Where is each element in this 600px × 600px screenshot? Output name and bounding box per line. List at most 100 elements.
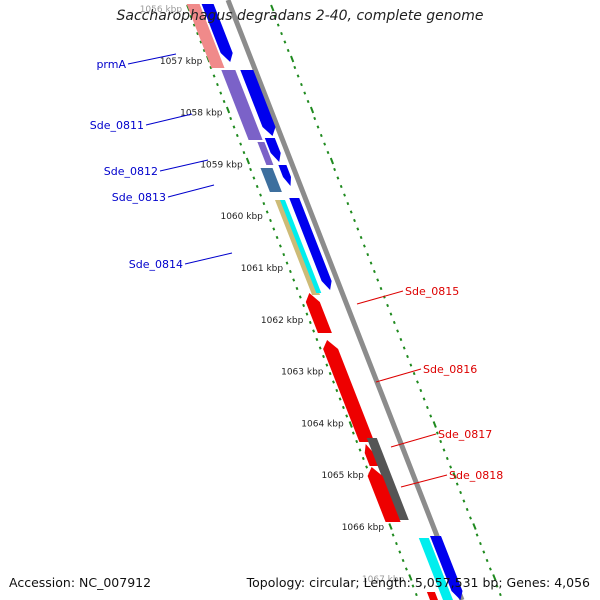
- scale-tick-left: [318, 346, 322, 350]
- scale-tick-left: [325, 363, 329, 367]
- sde-0815-label[interactable]: Sde_0815: [405, 285, 459, 298]
- scale-tick-left: [395, 541, 398, 546]
- sde-0813-feature[interactable]: [260, 168, 282, 192]
- scale-tick-right: [386, 303, 390, 308]
- sde-0814-label[interactable]: Sde_0814: [129, 258, 183, 271]
- scale-tick-right: [495, 584, 499, 588]
- prmA-feature[interactable]: [186, 4, 225, 68]
- scale-tick-right: [369, 261, 373, 265]
- scale-tick-left: [209, 65, 213, 70]
- scale-tick-right: [459, 490, 463, 495]
- sde-0818-label[interactable]: Sde_0818: [449, 469, 503, 482]
- scale-label: 1067 kbp: [362, 575, 405, 585]
- scale-tick-right: [416, 380, 419, 384]
- scale-tick-left: [351, 431, 355, 435]
- scale-tick-right: [319, 133, 323, 138]
- scale-tick-right: [343, 193, 346, 197]
- sde-0816-cds-arrow[interactable]: [323, 340, 375, 442]
- sde-0817-pseudo-feature[interactable]: [366, 438, 409, 520]
- scale-tick-left: [249, 167, 253, 172]
- sde-0812-cds-arrow[interactable]: [264, 138, 281, 162]
- next-reverse-feature[interactable]: [426, 592, 438, 600]
- scale-tick-right: [482, 550, 486, 554]
- scale-tick-right: [336, 176, 340, 180]
- sde-0813-cds-arrow[interactable]: [278, 165, 291, 186]
- scale-tick-right: [303, 91, 307, 95]
- map-title: Saccharophagus degradans 2-40, complete …: [116, 8, 484, 24]
- sde-0813-leader-line: [167, 184, 215, 198]
- sde-0813-label[interactable]: Sde_0813: [112, 191, 166, 204]
- scale-tick-right: [465, 507, 469, 512]
- scale-tick-right: [475, 533, 479, 537]
- sde-0812-leader-line: [159, 159, 209, 172]
- next-gene-feature[interactable]: [418, 538, 453, 600]
- scale-tick-right: [379, 286, 383, 291]
- sde-0812-feature[interactable]: [257, 142, 274, 165]
- scale-tick-left: [232, 125, 236, 129]
- scale-tick-left: [391, 533, 395, 537]
- prma-label[interactable]: prmA: [96, 58, 126, 71]
- scale-tick-right: [270, 4, 275, 12]
- scale-tick-right: [396, 329, 400, 333]
- scale-tick-right: [329, 157, 335, 165]
- scale-tick-left: [308, 320, 312, 325]
- scale-tick-right: [492, 574, 497, 581]
- next-gene-cds-arrow[interactable]: [430, 536, 463, 600]
- scale-tick-right: [472, 523, 477, 530]
- scale-tick-left: [361, 456, 365, 461]
- sde-0818-cds-arrow[interactable]: [367, 467, 401, 522]
- scale-tick-right: [376, 278, 380, 282]
- scale-tick-right: [290, 55, 295, 63]
- scale-tick-right: [339, 184, 343, 189]
- scale-tick-left: [335, 388, 339, 393]
- sde-0814-feature-cyan[interactable]: [280, 200, 322, 293]
- scale-tick-right: [449, 465, 453, 469]
- scale-tick-right: [306, 99, 310, 104]
- scale-tick-left: [414, 592, 418, 597]
- scale-tick-left: [192, 23, 196, 27]
- sde-0811-cds-arrow[interactable]: [240, 70, 276, 136]
- scale-tick-left: [275, 235, 279, 240]
- scale-tick-right: [326, 150, 330, 155]
- scale-tick-right: [498, 592, 502, 597]
- scale-label: 1064 kbp: [301, 419, 344, 429]
- scale-tick-right: [366, 252, 370, 257]
- scale-tick-left: [302, 303, 306, 308]
- scale-tick-left: [312, 329, 316, 333]
- scale-label: 1062 kbp: [261, 316, 304, 326]
- scale-tick-right: [479, 541, 482, 546]
- scale-tick-left: [229, 116, 233, 121]
- genome-backbone: [225, 0, 465, 600]
- scale-tick-left: [189, 14, 193, 19]
- scale-tick-left: [285, 261, 289, 265]
- sde-0811-feature[interactable]: [221, 70, 263, 140]
- scale-tick-right: [276, 23, 280, 27]
- sde-0811-leader-line: [145, 113, 193, 126]
- scale-tick-left: [295, 286, 299, 291]
- scale-tick-right: [406, 354, 409, 359]
- prmA-cds-arrow[interactable]: [201, 4, 233, 62]
- sde-0816-label[interactable]: Sde_0816: [423, 363, 477, 376]
- scale-tick-right: [452, 472, 457, 479]
- scale-tick-right: [485, 558, 489, 563]
- sde-0814-leader-line: [184, 252, 233, 265]
- sde-0815-cds-arrow[interactable]: [305, 293, 332, 333]
- scale-tick-left: [222, 99, 226, 104]
- scale-tick-right: [300, 82, 303, 87]
- sde-0814-cds-arrow[interactable]: [289, 198, 332, 290]
- sde-0811-label[interactable]: Sde_0811: [90, 119, 144, 132]
- scale-tick-left: [322, 354, 325, 359]
- scale-tick-right: [442, 448, 446, 452]
- scale-tick-right: [469, 516, 472, 520]
- scale-tick-left: [242, 150, 246, 155]
- sde-0817-cds-arrow[interactable]: [364, 444, 379, 466]
- scale-tick-right: [389, 312, 393, 316]
- scale-label: 1057 kbp: [160, 57, 203, 67]
- sde-0817-label[interactable]: Sde_0817: [438, 428, 492, 441]
- scale-tick-left: [328, 371, 332, 376]
- sde-0815-leader-line: [356, 290, 404, 305]
- scale-label: 1063 kbp: [281, 368, 324, 378]
- sde-0812-label[interactable]: Sde_0812: [104, 165, 158, 178]
